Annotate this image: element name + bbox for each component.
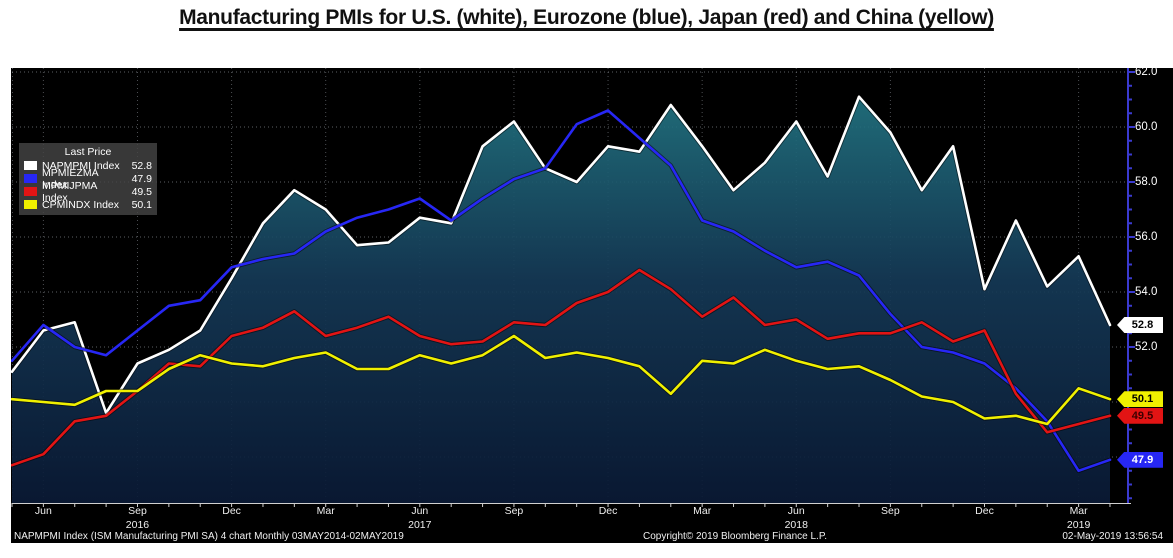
x-axis-month-label: Jun — [787, 505, 805, 517]
last-price-tag: 47.9 — [1117, 451, 1163, 468]
last-price-tag: 49.5 — [1117, 407, 1163, 424]
legend-item[interactable]: NAPMPMI Index 52.8 — [24, 159, 152, 172]
legend[interactable]: Last Price NAPMPMI Index 52.8 MPMIEZMA Ind… — [19, 143, 157, 215]
legend-item[interactable]: MPMIJPMA Index 49.5 — [24, 180, 152, 204]
legend-color-swatch-icon — [24, 174, 37, 183]
chart-plot-area[interactable] — [11, 68, 1173, 543]
legend-color-swatch-icon — [24, 187, 37, 196]
x-axis-month-label: Dec — [598, 505, 618, 517]
y-axis-label: 54.0 — [1135, 286, 1158, 298]
x-axis-month-label: Sep — [881, 505, 900, 517]
legend-item[interactable]: CPMINDX Index 50.1 — [24, 198, 152, 211]
legend-color-swatch-icon — [24, 200, 37, 209]
x-axis-month-label: Jun — [411, 505, 429, 517]
x-axis-year-label: 2018 — [784, 519, 808, 531]
y-axis-label: 58.0 — [1135, 176, 1158, 188]
x-axis-month-label: Jun — [34, 505, 52, 517]
legend-last-price: 47.9 — [131, 172, 152, 185]
x-axis-month-label: Mar — [693, 505, 712, 517]
x-axis-month-label: Mar — [316, 505, 335, 517]
timestamp: 02-May-2019 13:56:54 — [1062, 531, 1163, 542]
legend-series-name: NAPMPMI Index — [42, 159, 120, 172]
legend-series-name: MPMIJPMA Index — [42, 179, 97, 204]
x-axis-year-label: 2019 — [1066, 519, 1091, 531]
chart-panel: Last Price NAPMPMI Index 52.8 MPMIEZMA Ind… — [11, 66, 1173, 543]
legend-color-swatch-icon — [24, 161, 37, 170]
x-axis-month-label: Mar — [1069, 505, 1088, 517]
legend-last-price: 49.5 — [131, 185, 152, 198]
NAPMPMI Index-line — [11, 95, 1112, 415]
x-axis-year-label: 2016 — [125, 519, 150, 531]
legend-series-name: CPMINDX Index — [42, 198, 120, 211]
y-axis-label: 60.0 — [1135, 121, 1158, 133]
chart-title: Manufacturing PMIs for U.S. (white), Eur… — [179, 6, 994, 29]
y-axis-label: 56.0 — [1135, 231, 1158, 243]
legend-title: Last Price — [64, 146, 112, 158]
CPMINDX Index-line — [11, 334, 1112, 426]
MPMIEZMA Index-line — [11, 109, 1112, 473]
area-fill — [12, 96, 1110, 503]
x-axis-year-label: 2017 — [408, 519, 432, 531]
chart-description: NAPMPMI Index (ISM Manufacturing PMI SA)… — [14, 531, 404, 542]
last-price-tag: 50.1 — [1117, 391, 1163, 408]
x-axis-month-label: Sep — [504, 505, 524, 517]
legend-series-name: MPMIEZMA Index — [42, 166, 99, 191]
legend-last-price: 50.1 — [131, 198, 152, 211]
legend-item[interactable]: MPMIEZMA Index 47.9 — [24, 167, 152, 191]
MPMIJPMA Index-line — [11, 268, 1112, 467]
y-axis-label: 62.0 — [1135, 66, 1158, 78]
x-axis-month-label: Dec — [975, 505, 994, 517]
last-price-tag: 52.8 — [1117, 317, 1163, 333]
x-axis-month-label: Dec — [222, 505, 241, 517]
y-axis-label: 52.0 — [1135, 341, 1158, 353]
legend-last-price: 52.8 — [131, 159, 152, 172]
x-axis-month-label: Sep — [128, 505, 147, 517]
copyright-text: Copyright© 2019 Bloomberg Finance L.P. — [643, 531, 827, 542]
